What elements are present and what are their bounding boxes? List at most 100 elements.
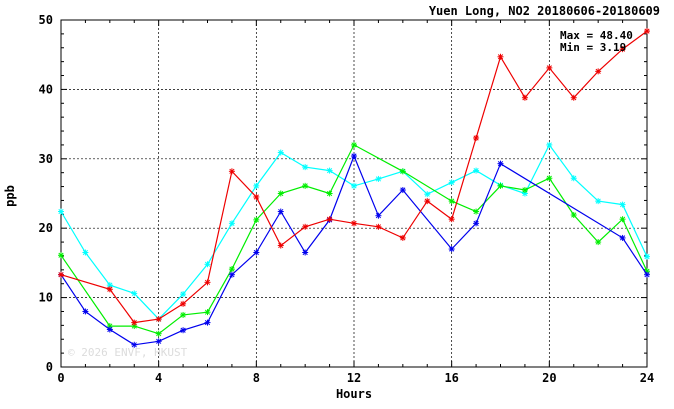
data-point <box>424 198 431 205</box>
y-axis-title: ppb <box>3 185 17 207</box>
series-line <box>60 154 648 346</box>
watermark: © 2026 ENVF, HKUST <box>68 346 188 359</box>
data-point <box>375 223 382 230</box>
y-tick-label: 30 <box>39 152 53 166</box>
max-stat: Max = 48.40 <box>560 29 633 42</box>
data-point <box>228 220 235 227</box>
y-tick-label: 40 <box>39 82 53 96</box>
data-point <box>595 68 602 75</box>
data-point <box>106 286 113 293</box>
data-point <box>644 253 650 260</box>
data-point <box>277 149 284 156</box>
data-point <box>58 208 64 215</box>
data-point <box>326 216 333 223</box>
data-point <box>302 249 309 256</box>
data-point <box>399 168 406 175</box>
data-point <box>644 28 650 35</box>
data-point <box>58 271 64 278</box>
data-point <box>546 141 553 148</box>
data-point <box>277 190 284 197</box>
y-tick-label: 50 <box>39 13 53 27</box>
data-point <box>644 271 650 278</box>
data-point <box>351 153 357 160</box>
data-point <box>473 220 480 227</box>
data-point <box>302 182 309 189</box>
data-point <box>302 164 309 171</box>
data-point <box>82 308 89 315</box>
data-point <box>326 167 333 174</box>
series-line <box>60 144 648 335</box>
data-point <box>180 291 187 298</box>
data-point <box>204 319 211 326</box>
series-1 <box>58 141 650 337</box>
data-point <box>155 330 162 337</box>
data-point <box>619 46 626 53</box>
data-point <box>424 191 431 198</box>
data-point <box>619 234 626 241</box>
data-point <box>351 182 357 189</box>
data-point <box>521 187 528 194</box>
data-point <box>375 212 382 219</box>
x-tick-label: 12 <box>347 371 361 385</box>
data-point <box>277 208 284 215</box>
x-tick-label: 8 <box>253 371 260 385</box>
data-point <box>399 234 406 241</box>
data-point <box>180 327 187 334</box>
data-point <box>546 175 553 182</box>
data-point <box>448 179 455 186</box>
chart-title: Yuen Long, NO2 20180606-20180609 <box>429 4 660 18</box>
x-axis-title: Hours <box>336 387 372 401</box>
data-point <box>570 94 577 101</box>
x-tick-label: 24 <box>640 371 654 385</box>
data-point <box>253 249 260 256</box>
series-2 <box>58 153 650 348</box>
series-3 <box>58 28 650 326</box>
data-point <box>473 167 480 174</box>
data-point <box>497 160 504 167</box>
data-point <box>375 175 382 182</box>
y-tick-label: 10 <box>39 291 53 305</box>
y-tick-label: 0 <box>46 360 53 374</box>
data-point <box>351 220 357 227</box>
axis-ticks: 0 4 8 12 16 20 24 0 10 20 30 40 50 <box>39 13 655 385</box>
data-point <box>473 208 480 215</box>
data-point <box>204 309 211 316</box>
data-point <box>228 271 235 278</box>
series-group <box>58 28 650 348</box>
data-point <box>570 212 577 219</box>
data-point <box>228 168 235 175</box>
min-stat: Min = 3.19 <box>560 41 626 54</box>
data-point <box>619 201 626 208</box>
data-point <box>497 53 504 60</box>
data-point <box>448 246 455 253</box>
data-point <box>58 252 64 259</box>
data-point <box>204 279 211 286</box>
data-point <box>228 266 235 273</box>
y-tick-label: 20 <box>39 221 53 235</box>
x-tick-label: 0 <box>57 371 64 385</box>
data-point <box>155 316 162 323</box>
data-point <box>497 182 504 189</box>
data-point <box>131 319 138 326</box>
data-point <box>302 223 309 230</box>
data-point <box>82 249 89 256</box>
data-point <box>351 141 357 148</box>
data-point <box>180 311 187 318</box>
data-point <box>204 261 211 268</box>
data-point <box>253 193 260 200</box>
data-point <box>326 190 333 197</box>
x-tick-label: 4 <box>155 371 162 385</box>
x-tick-label: 20 <box>542 371 556 385</box>
data-point <box>473 134 480 141</box>
data-point <box>546 64 553 71</box>
data-point <box>521 94 528 101</box>
data-point <box>448 216 455 223</box>
data-point <box>277 242 284 249</box>
data-point <box>253 182 260 189</box>
data-point <box>106 326 113 333</box>
data-point <box>180 300 187 307</box>
data-point <box>570 175 577 182</box>
data-point <box>155 338 162 345</box>
data-point <box>253 216 260 223</box>
